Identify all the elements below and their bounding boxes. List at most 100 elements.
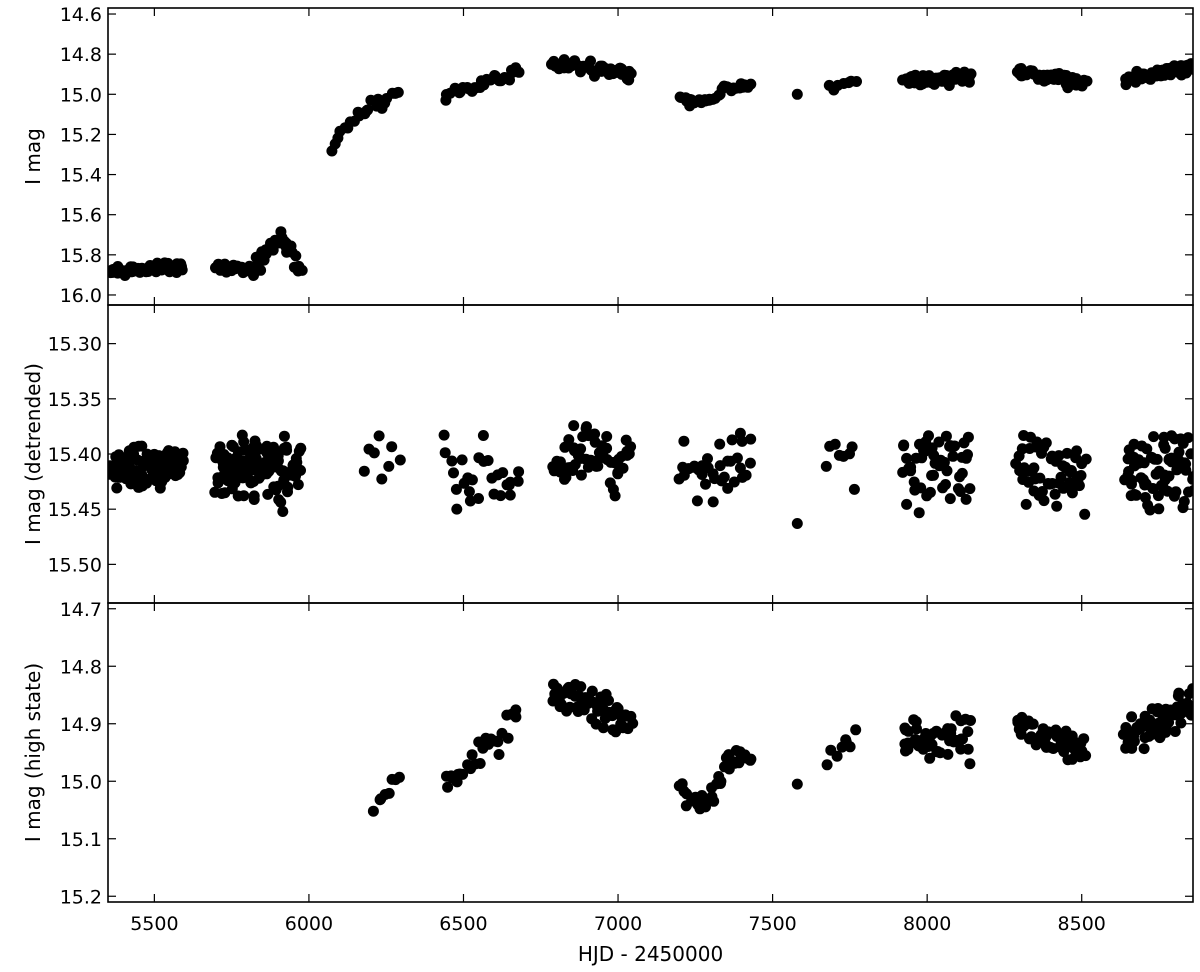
- y-tick-label: 15.45: [48, 499, 102, 521]
- data-point: [513, 66, 525, 78]
- data-point: [295, 464, 306, 476]
- data-point: [691, 495, 703, 507]
- data-point: [901, 498, 913, 510]
- data-point: [502, 732, 514, 744]
- data-point: [625, 441, 637, 453]
- data-point: [731, 452, 743, 464]
- data-point: [791, 778, 803, 790]
- data-point: [1182, 432, 1193, 444]
- data-point: [513, 466, 525, 478]
- data-point: [559, 473, 570, 485]
- data-point: [383, 460, 395, 472]
- data-point: [702, 453, 713, 465]
- data-point: [457, 768, 469, 780]
- data-point: [358, 465, 370, 477]
- data-point: [831, 750, 843, 762]
- data-point: [1188, 471, 1193, 482]
- data-point: [1055, 471, 1067, 483]
- data-point: [714, 438, 726, 450]
- y-tick-label: 15.8: [60, 245, 102, 267]
- y-axis-label-top: I mag: [21, 128, 45, 185]
- data-point: [940, 430, 952, 442]
- x-axis-label: HJD - 2450000: [578, 942, 723, 966]
- data-point: [1173, 446, 1185, 458]
- data-point: [466, 474, 478, 486]
- data-point: [466, 749, 478, 761]
- data-point: [581, 421, 592, 433]
- y-tick-label: 15.1: [60, 829, 102, 851]
- data-point: [1034, 472, 1046, 484]
- y-tick-label: 15.35: [48, 389, 102, 411]
- data-point: [924, 752, 936, 764]
- data-point: [510, 704, 522, 716]
- data-point: [1144, 504, 1156, 516]
- data-point: [740, 469, 752, 481]
- data-point: [154, 482, 166, 494]
- x-tick-label: 8000: [903, 913, 951, 935]
- data-point: [915, 482, 927, 494]
- data-point: [829, 438, 841, 450]
- data-point: [566, 682, 578, 694]
- data-point: [718, 471, 730, 483]
- panel-top: 14.6 14.8 15.0 15.2 15.4 15.6 15.8 16.0 I mag: [21, 4, 1194, 307]
- data-point: [477, 430, 489, 441]
- data-point: [296, 264, 308, 276]
- data-point: [964, 483, 976, 495]
- data-point: [707, 496, 719, 508]
- data-point: [1020, 498, 1032, 510]
- data-point: [275, 226, 287, 238]
- data-point: [678, 435, 690, 447]
- data-point: [290, 250, 302, 262]
- y-tick-label: 14.8: [60, 44, 102, 66]
- data-point: [745, 433, 757, 445]
- x-tick-label: 7500: [748, 913, 796, 935]
- data-point: [821, 759, 833, 771]
- data-point: [278, 430, 290, 442]
- data-point: [1175, 717, 1187, 729]
- data-point: [1163, 470, 1175, 482]
- y-tick-label: 15.6: [60, 205, 102, 227]
- data-point: [492, 736, 504, 748]
- data-point: [928, 469, 939, 481]
- data-point: [1128, 735, 1140, 747]
- data-point: [393, 771, 405, 783]
- plot-frame-bottom: [107, 602, 1194, 903]
- data-point: [728, 476, 740, 488]
- data-point: [463, 486, 475, 498]
- y-tick-label: 15.4: [60, 165, 102, 187]
- data-point: [715, 775, 727, 787]
- data-point: [1138, 743, 1150, 755]
- data-point: [277, 506, 289, 517]
- data-point: [373, 430, 385, 442]
- data-point: [512, 475, 524, 487]
- y-tick-label: 15.0: [60, 771, 102, 793]
- data-point: [589, 428, 601, 440]
- data-point: [111, 482, 123, 494]
- data-point: [281, 444, 293, 456]
- data-point: [1170, 486, 1182, 498]
- data-point: [962, 726, 974, 738]
- data-point: [1036, 486, 1048, 497]
- data-point: [1148, 431, 1160, 443]
- data-point: [597, 722, 609, 734]
- data-point: [609, 490, 621, 502]
- data-point: [575, 469, 587, 481]
- data-point: [844, 741, 856, 753]
- data-point: [1126, 711, 1138, 723]
- y-tick-label: 14.7: [60, 599, 102, 621]
- data-point: [504, 489, 516, 501]
- panel-middle: 15.30 15.35 15.40 15.45 15.50I mag (detrende…: [21, 304, 1194, 604]
- data-point: [942, 748, 954, 760]
- data-point: [1040, 730, 1052, 742]
- data-point: [1180, 458, 1192, 470]
- data-point: [965, 68, 977, 80]
- data-point: [376, 473, 388, 485]
- data-point: [1080, 453, 1092, 465]
- data-point: [367, 805, 379, 817]
- data-point: [1152, 490, 1164, 502]
- data-point: [1079, 508, 1091, 520]
- data-point: [1049, 488, 1061, 500]
- data-point: [945, 727, 957, 739]
- data-point: [1073, 480, 1085, 492]
